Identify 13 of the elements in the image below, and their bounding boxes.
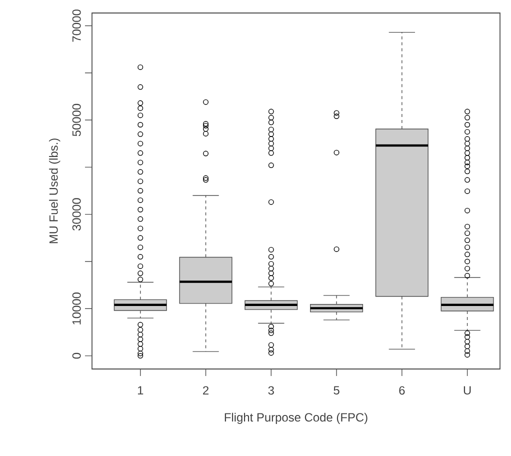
y-tick-label: 10000 [72, 292, 81, 324]
x-tick-label: 2 [203, 386, 208, 395]
y-tick-label: 0 [72, 352, 81, 359]
x-tick-label: 5 [334, 386, 340, 395]
x-tick-label: U [464, 386, 471, 395]
x-axis-title: Flight Purpose Code (FPC) [224, 412, 368, 424]
x-tick-label: 6 [399, 386, 405, 395]
x-tick-label: 3 [268, 386, 274, 395]
y-tick-label: 50000 [72, 104, 81, 136]
x-tick-label: 1 [138, 386, 144, 394]
y-tick-label: 70000 [72, 10, 81, 42]
y-axis-title: MU Fuel Used (lbs.) [49, 138, 60, 244]
y-tick-label: 30000 [72, 198, 81, 231]
